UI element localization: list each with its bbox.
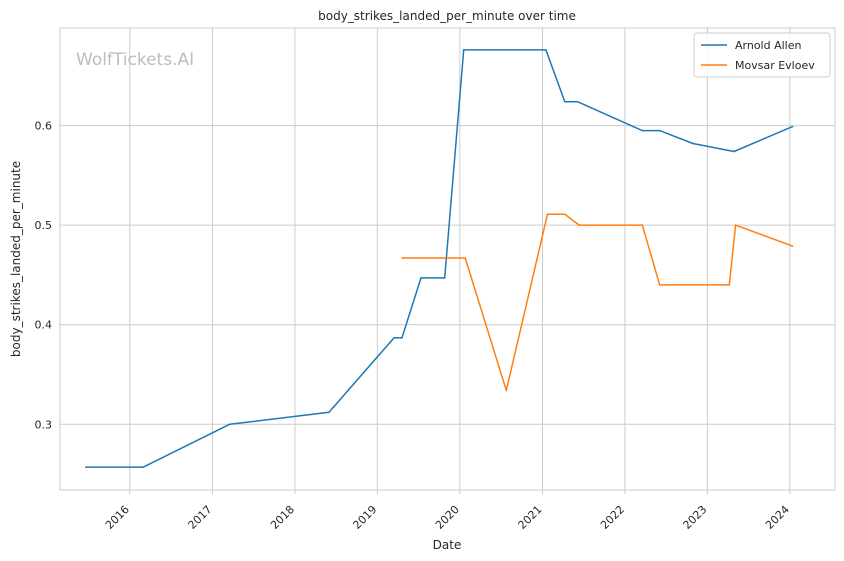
data-point-arnold-allen [420, 277, 422, 279]
data-point-arnold-allen [564, 100, 566, 103]
data-point-arnold-allen [545, 49, 547, 51]
plot-background [60, 28, 835, 490]
data-point-movsar-evloev [734, 224, 737, 226]
watermark: WolfTickets.AI [76, 50, 194, 70]
x-axis-title: Date [433, 538, 462, 552]
data-point-arnold-allen [733, 150, 735, 153]
data-point-movsar-evloev [464, 257, 467, 259]
data-point-movsar-evloev [546, 213, 549, 215]
data-point-movsar-evloev [728, 284, 731, 286]
data-point-arnold-allen [658, 129, 661, 132]
plot-frame [59, 27, 836, 491]
x-tick-label: 2022 [598, 503, 627, 532]
y-tick-label: 0.6 [35, 120, 53, 133]
x-tick-label: 2016 [103, 503, 132, 532]
grid-lines [60, 28, 835, 490]
x-axis-ticks: 2016 2017 2018 2019 2020 2021 2022 2023 2024 [103, 490, 792, 532]
y-axis-title: body_strikes_landed_per_minute [9, 161, 23, 357]
data-point-arnold-allen [401, 336, 403, 339]
x-tick-label: 2020 [433, 503, 462, 532]
x-tick-label: 2018 [268, 503, 297, 532]
data-point-arnold-allen [462, 49, 465, 51]
data-point-arnold-allen [142, 466, 145, 468]
x-tick-label: 2023 [681, 503, 710, 532]
data-point-arnold-allen [393, 336, 395, 339]
y-tick-label: 0.4 [35, 319, 53, 332]
y-tick-label: 0.3 [35, 418, 53, 431]
legend: Arnold Allen Movsar Evloev [693, 32, 831, 78]
x-tick-label: 2021 [516, 503, 545, 532]
data-point-arnold-allen [228, 423, 231, 426]
data-point-arnold-allen [85, 466, 87, 468]
data-point-movsar-evloev [658, 284, 661, 286]
series-layer [85, 49, 794, 468]
data-point-arnold-allen [791, 125, 794, 128]
x-tick-label: 2019 [350, 503, 379, 532]
data-point-movsar-evloev [578, 224, 580, 226]
data-point-arnold-allen [443, 277, 446, 279]
legend-label-movsar-evloev: Movsar Evloev [735, 59, 815, 72]
data-point-movsar-evloev [564, 213, 566, 215]
data-point-movsar-evloev [791, 245, 794, 247]
x-tick-label: 2024 [763, 503, 792, 532]
data-point-arnold-allen [692, 142, 694, 145]
legend-box [693, 32, 831, 78]
y-tick-label: 0.5 [35, 219, 53, 232]
data-point-arnold-allen [641, 129, 644, 132]
data-point-movsar-evloev [505, 389, 508, 392]
x-tick-label: 2017 [186, 503, 215, 532]
legend-label-arnold-allen: Arnold Allen [735, 39, 801, 52]
data-point-movsar-evloev [641, 224, 644, 226]
y-axis-ticks: 0.3 0.4 0.5 0.6 [35, 120, 53, 432]
data-point-movsar-evloev [401, 257, 403, 259]
data-point-arnold-allen [576, 100, 579, 103]
data-point-arnold-allen [328, 411, 330, 414]
chart-title: body_strikes_landed_per_minute over time [318, 9, 576, 23]
